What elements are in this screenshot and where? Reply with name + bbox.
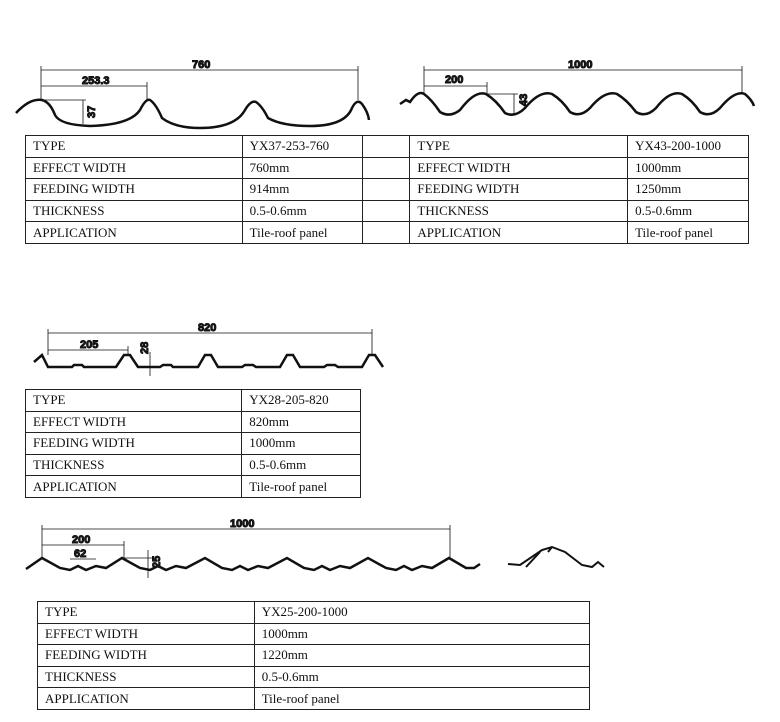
spec-value: 1220mm [253, 644, 591, 667]
spec-label: FEEDING WIDTH [24, 432, 243, 455]
spec-value: 0.5-0.6mm [627, 199, 749, 223]
spec-label: EFFECT WIDTH [409, 156, 629, 180]
spec-label: THICKNESS [24, 453, 243, 477]
table-row: FEEDING WIDTH 1220mm [37, 644, 591, 667]
profile-yx25: 1000 200 62 25 [25, 518, 605, 578]
spec-value: 0.5-0.6mm [241, 453, 361, 477]
dim-pitch: 253.3 [82, 75, 110, 87]
spec-label: TYPE [37, 601, 255, 624]
spec-value: 1000mm [627, 156, 749, 180]
spec-value: Tile-roof panel [253, 687, 591, 710]
table-row: FEEDING WIDTH 914mm FEEDING WIDTH 1250mm [25, 178, 749, 201]
spec-label: THICKNESS [25, 199, 243, 223]
spec-label: APPLICATION [37, 687, 255, 710]
spec-label: TYPE [24, 389, 243, 412]
gap-cell [361, 156, 411, 180]
spec-value: 1000mm [253, 622, 591, 646]
spec-label: FEEDING WIDTH [37, 644, 255, 667]
spec-label: APPLICATION [24, 475, 243, 498]
spec-value: 760mm [241, 156, 363, 180]
dim-pitch: 200 [445, 74, 463, 86]
table-row: APPLICATION Tile-roof panel [37, 687, 591, 710]
dim-pitch: 205 [80, 339, 98, 351]
spec-table-1: TYPE YX37-253-760 TYPE YX43-200-1000 EFFECT … [25, 135, 749, 244]
spec-value: YX25-200-1000 [253, 601, 591, 624]
spec-value: YX37-253-760 [241, 135, 363, 158]
profile-yx37: 760 253.3 37 [15, 59, 371, 130]
table-row: TYPE YX28-205-820 [24, 389, 361, 412]
spec-label: APPLICATION [25, 221, 243, 244]
profile-yx28: 820 205 28 [33, 322, 385, 376]
spec-value: YX28-205-820 [241, 389, 361, 412]
table-row: THICKNESS 0.5-0.6mm THICKNESS 0.5-0.6mm [25, 199, 749, 223]
dim-height: 28 [139, 342, 151, 354]
dim-sub: 62 [74, 548, 86, 560]
spec-value: 820mm [241, 410, 361, 434]
spec-table-3: TYPE YX25-200-1000 EFFECT WIDTH 1000mm FEEDI… [37, 601, 591, 710]
spec-label: THICKNESS [409, 199, 629, 223]
spec-value: 914mm [241, 178, 363, 201]
dim-height: 43 [518, 94, 530, 106]
spec-label: FEEDING WIDTH [25, 178, 243, 201]
dim-height: 25 [151, 556, 163, 568]
spec-label: TYPE [25, 135, 243, 158]
table-row: EFFECT WIDTH 760mm EFFECT WIDTH 1000mm [25, 156, 749, 180]
table-row: EFFECT WIDTH 820mm [24, 410, 361, 434]
dim-pitch: 200 [72, 534, 90, 546]
table-row: TYPE YX37-253-760 TYPE YX43-200-1000 [25, 135, 749, 158]
dim-total: 1000 [568, 59, 592, 71]
gap-cell [361, 178, 411, 201]
spec-label: TYPE [409, 135, 629, 158]
spec-value: 1250mm [627, 178, 749, 201]
dim-total: 820 [198, 322, 216, 334]
spec-value: Tile-roof panel [627, 221, 749, 244]
spec-label: APPLICATION [409, 221, 629, 244]
spec-label: THICKNESS [37, 665, 255, 689]
gap-cell [361, 135, 411, 158]
table-row: THICKNESS 0.5-0.6mm [37, 665, 591, 689]
spec-value: 0.5-0.6mm [241, 199, 363, 223]
gap-cell [361, 221, 411, 244]
spec-table-2: TYPE YX28-205-820 EFFECT WIDTH 820mm FEEDING… [24, 389, 361, 498]
dim-total: 1000 [230, 518, 254, 530]
profile-yx43: 1000 200 43 [399, 59, 756, 116]
spec-label: EFFECT WIDTH [24, 410, 243, 434]
spec-value: YX43-200-1000 [627, 135, 749, 158]
spec-value: 0.5-0.6mm [253, 665, 591, 689]
table-row: THICKNESS 0.5-0.6mm [24, 453, 361, 477]
spec-label: EFFECT WIDTH [25, 156, 243, 180]
spec-label: EFFECT WIDTH [37, 622, 255, 646]
table-row: TYPE YX25-200-1000 [37, 601, 591, 624]
table-row: EFFECT WIDTH 1000mm [37, 622, 591, 646]
table-row: FEEDING WIDTH 1000mm [24, 432, 361, 455]
spec-label: FEEDING WIDTH [409, 178, 629, 201]
dim-height: 37 [86, 106, 98, 118]
table-row: APPLICATION Tile-roof panel APPLICATION Til… [25, 221, 749, 244]
spec-value: Tile-roof panel [241, 475, 361, 498]
gap-cell [361, 199, 411, 223]
spec-value: Tile-roof panel [241, 221, 363, 244]
dim-total: 760 [192, 59, 210, 71]
spec-value: 1000mm [241, 432, 361, 455]
table-row: APPLICATION Tile-roof panel [24, 475, 361, 498]
